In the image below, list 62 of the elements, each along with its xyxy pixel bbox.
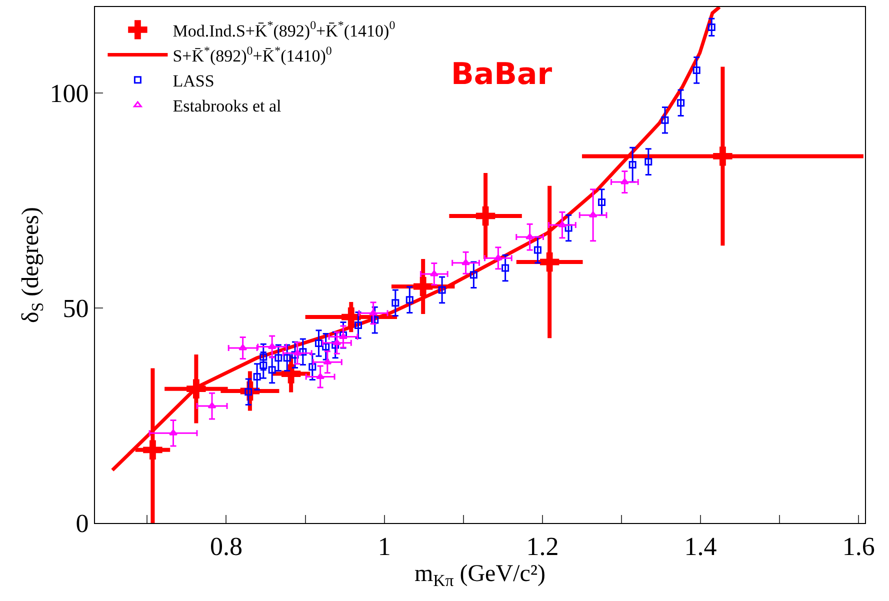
point bbox=[308, 363, 316, 371]
point bbox=[430, 270, 438, 276]
point bbox=[708, 23, 716, 31]
point bbox=[588, 211, 598, 218]
point bbox=[314, 340, 322, 348]
legend-label: LASS bbox=[172, 72, 214, 91]
point bbox=[268, 366, 276, 374]
point bbox=[371, 316, 379, 324]
point bbox=[470, 271, 478, 279]
x-axis-title: m$_{Kπ}$ (GeV/c²) bbox=[414, 561, 546, 590]
point bbox=[274, 354, 282, 362]
point bbox=[692, 66, 700, 74]
point bbox=[143, 440, 162, 460]
point bbox=[661, 116, 669, 124]
point bbox=[540, 252, 560, 272]
point bbox=[628, 161, 636, 169]
point bbox=[260, 361, 268, 369]
point bbox=[534, 246, 542, 254]
point bbox=[413, 276, 433, 296]
annotation: BaBar bbox=[451, 57, 552, 92]
point bbox=[293, 349, 302, 356]
point bbox=[316, 373, 325, 380]
point bbox=[462, 259, 470, 266]
legend-label: Estabrooks et al bbox=[172, 96, 282, 116]
point bbox=[526, 233, 534, 240]
x-tick-label: 0.8 bbox=[210, 532, 242, 562]
point bbox=[494, 254, 502, 260]
point bbox=[332, 339, 342, 346]
point bbox=[564, 224, 572, 232]
point bbox=[253, 373, 261, 381]
point bbox=[476, 206, 496, 226]
point bbox=[323, 358, 332, 364]
point bbox=[558, 221, 566, 228]
point bbox=[281, 364, 301, 384]
point bbox=[322, 342, 330, 350]
point bbox=[677, 99, 685, 107]
point bbox=[299, 348, 307, 356]
point bbox=[392, 299, 400, 307]
point bbox=[598, 198, 606, 206]
y-tick-label: 0 bbox=[76, 509, 89, 538]
point bbox=[438, 286, 446, 294]
point bbox=[354, 321, 362, 329]
x-tick-label: 1 bbox=[378, 532, 391, 562]
x-tick-label: 1.6 bbox=[842, 532, 875, 562]
point bbox=[208, 402, 216, 408]
point bbox=[283, 354, 291, 362]
point bbox=[502, 264, 510, 272]
legend-label: S+K̄$^{*}$(892)$^{0}$+K̄$^{*}$(1410)$^{0}$ bbox=[172, 43, 332, 66]
point bbox=[238, 344, 248, 350]
x-tick-label: 1.2 bbox=[526, 532, 559, 562]
point bbox=[369, 309, 378, 316]
point bbox=[406, 296, 414, 304]
legend-label: Mod.Ind.S+K̄$^{*}$(892)$^{0}$+K̄$^{*}$(1410)$^{0}$ bbox=[172, 18, 396, 40]
point bbox=[620, 178, 629, 184]
x-tick-label: 1.4 bbox=[684, 532, 717, 562]
y-tick-label: 50 bbox=[62, 294, 89, 324]
point bbox=[644, 158, 652, 166]
y-tick-label: 100 bbox=[50, 79, 89, 108]
point bbox=[260, 353, 268, 361]
point bbox=[268, 342, 276, 349]
point bbox=[713, 146, 732, 166]
point bbox=[169, 429, 178, 436]
